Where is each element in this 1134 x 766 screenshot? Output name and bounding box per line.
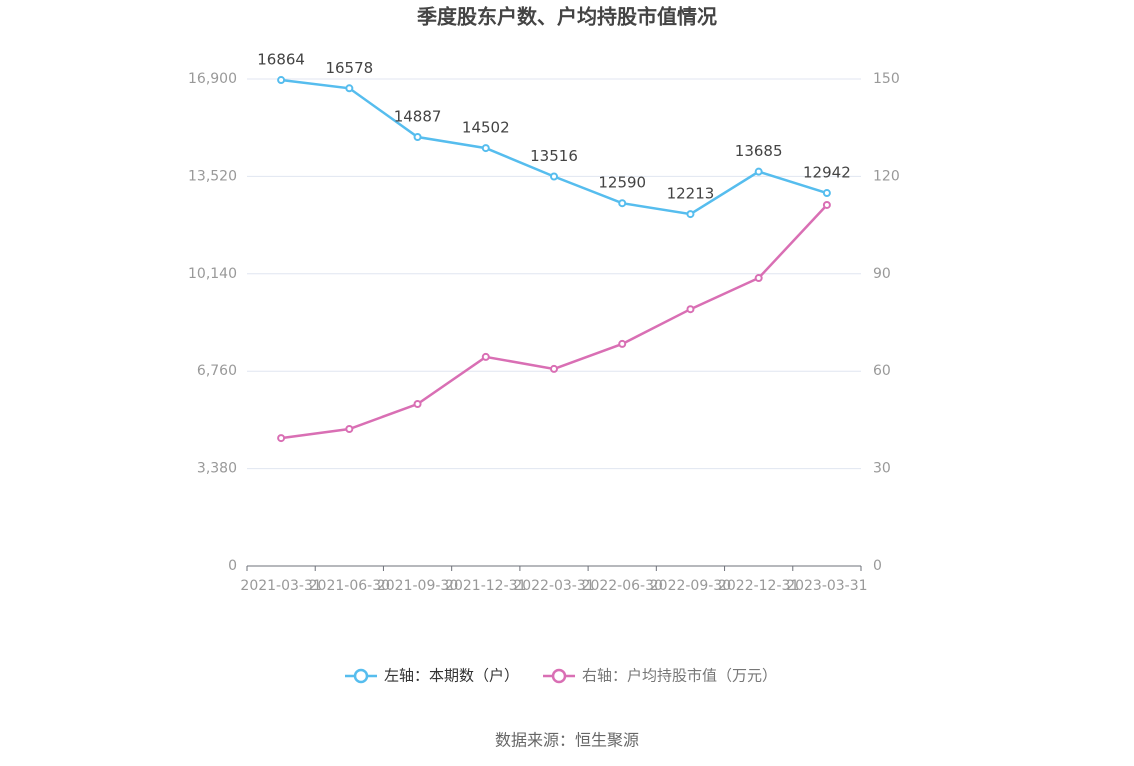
y2-tick-label: 60 (873, 363, 891, 379)
chart-title: 季度股东户数、户均持股市值情况 (416, 5, 717, 29)
y-tick-label: 16,900 (188, 71, 237, 87)
x-tick-label: 2022-09-30 (650, 578, 731, 594)
y-tick-label: 6,760 (197, 363, 237, 379)
data-point (618, 199, 627, 208)
data-point (481, 144, 490, 153)
y2-tick-label: 30 (873, 461, 891, 477)
y-tick-label: 0 (228, 558, 237, 574)
data-label: 14502 (462, 119, 510, 137)
data-point (277, 76, 286, 85)
data-point (345, 84, 354, 93)
data-point (277, 434, 286, 443)
x-tick-label: 2022-06-30 (582, 578, 663, 594)
data-point (754, 274, 763, 283)
y-tick-label: 13,520 (188, 168, 237, 184)
y2-tick-label: 0 (873, 558, 882, 574)
y-tick-label: 10,140 (188, 266, 237, 282)
y2-tick-label: 90 (873, 266, 891, 282)
x-tick-label: 2023-03-31 (786, 578, 867, 594)
y2-tick-label: 150 (873, 71, 900, 87)
legend-marker (551, 668, 567, 684)
x-tick-label: 2022-12-31 (718, 578, 799, 594)
y-tick-label: 3,380 (197, 461, 237, 477)
data-label: 13516 (530, 147, 578, 165)
x-tick-label: 2021-12-31 (445, 578, 526, 594)
legend-marker (353, 668, 369, 684)
data-label: 12590 (598, 174, 646, 192)
data-label: 14887 (394, 108, 442, 126)
x-tick-label: 2022-03-31 (513, 578, 594, 594)
data-point (345, 424, 354, 433)
x-tick-label: 2021-09-30 (377, 578, 458, 594)
y2-tick-label: 120 (873, 168, 900, 184)
data-label: 16578 (325, 59, 373, 77)
data-point (481, 352, 490, 361)
x-tick-label: 2021-03-31 (240, 578, 321, 594)
data-point (413, 399, 422, 408)
data-point (686, 210, 695, 219)
data-point (822, 189, 831, 198)
data-label: 13685 (735, 142, 783, 160)
data-point (686, 305, 695, 314)
data-label: 12213 (667, 185, 715, 203)
series-line (280, 204, 828, 440)
data-point (413, 133, 422, 142)
legend-label: 右轴：户均持股市值（万元） (582, 667, 777, 685)
source-note: 数据来源：恒生聚源 (495, 731, 639, 750)
data-point (550, 364, 558, 373)
data-label: 16864 (257, 51, 305, 69)
data-point (754, 167, 763, 176)
legend-label: 左轴：本期数（户） (384, 667, 519, 685)
x-tick-label: 2021-06-30 (309, 578, 390, 594)
data-point (822, 200, 831, 209)
data-label: 12942 (803, 164, 851, 182)
data-point (618, 339, 627, 348)
data-point (550, 172, 558, 181)
